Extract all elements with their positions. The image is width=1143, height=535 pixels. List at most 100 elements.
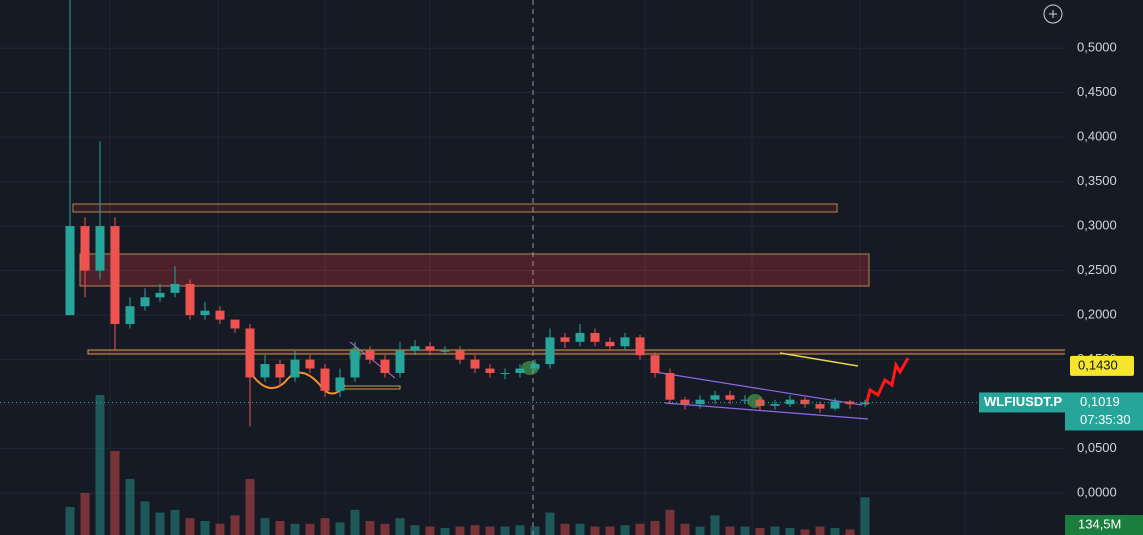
candle-body bbox=[440, 350, 450, 352]
candle-body bbox=[800, 399, 810, 405]
line-price-tag bbox=[1070, 355, 1134, 376]
volume-bar bbox=[365, 520, 375, 535]
candle-body bbox=[275, 364, 285, 378]
candle-body bbox=[215, 310, 225, 320]
candle-body bbox=[560, 337, 570, 342]
candle-body bbox=[470, 359, 480, 369]
candle-body bbox=[695, 399, 705, 405]
volume-bar bbox=[185, 518, 195, 535]
candle-body bbox=[365, 350, 375, 360]
volume-bar bbox=[710, 515, 720, 535]
y-tick-label: 0,4500 bbox=[1077, 84, 1117, 99]
volume-bar bbox=[200, 520, 210, 535]
pattern bbox=[249, 371, 346, 395]
candle-body bbox=[290, 359, 300, 378]
candle-body bbox=[515, 368, 525, 373]
volume-bar bbox=[740, 526, 750, 535]
zone bbox=[79, 253, 870, 287]
candle-body bbox=[95, 226, 105, 271]
volume-bar bbox=[860, 497, 870, 535]
volume-bar bbox=[695, 526, 705, 535]
volume-bar bbox=[605, 526, 615, 535]
volume-bar bbox=[530, 526, 540, 535]
volume-bar bbox=[425, 526, 435, 535]
candle-body bbox=[410, 346, 420, 351]
volume-bar bbox=[755, 527, 765, 535]
candle-body bbox=[845, 401, 855, 405]
candle-body bbox=[725, 395, 735, 400]
symbol-label: WLFIUSDT.P bbox=[984, 394, 1062, 409]
level bbox=[87, 349, 1069, 355]
volume-bar bbox=[545, 512, 555, 535]
candle-body bbox=[785, 399, 795, 405]
candle-body bbox=[500, 372, 510, 374]
volume-bar bbox=[575, 523, 585, 535]
volume-bar bbox=[275, 520, 285, 535]
candle-body bbox=[350, 350, 360, 378]
candle-body bbox=[650, 355, 660, 373]
volume-bar bbox=[140, 501, 150, 535]
candle-body bbox=[545, 337, 555, 365]
candle-body bbox=[815, 404, 825, 409]
y-tick-label: 0,2500 bbox=[1077, 262, 1117, 277]
volume-bar bbox=[245, 478, 255, 535]
volume-bar bbox=[215, 523, 225, 535]
volume-bar bbox=[335, 522, 345, 535]
trendline bbox=[654, 371, 863, 406]
volume-bar bbox=[125, 478, 135, 535]
volume-bar bbox=[155, 512, 165, 535]
countdown-label: 07:35:30 bbox=[1080, 412, 1131, 427]
candle-body bbox=[335, 377, 345, 391]
volume-bar bbox=[320, 518, 330, 535]
volume-bar bbox=[590, 526, 600, 535]
candle-body bbox=[485, 368, 495, 373]
candle-body bbox=[320, 368, 330, 391]
candle-body bbox=[710, 395, 720, 400]
volume-bar bbox=[230, 515, 240, 535]
candle-body bbox=[200, 310, 210, 316]
candle-body bbox=[155, 292, 165, 298]
volume-bar bbox=[770, 526, 780, 535]
volume-bar bbox=[65, 506, 75, 535]
volume-bar bbox=[620, 525, 630, 535]
zone bbox=[72, 203, 838, 213]
volume-bar bbox=[380, 523, 390, 535]
candle-body bbox=[110, 226, 120, 325]
candle-body bbox=[245, 328, 255, 378]
volume-bar bbox=[830, 527, 840, 535]
candle-body bbox=[230, 319, 240, 329]
candle-body bbox=[665, 372, 675, 400]
symbol-tag bbox=[979, 392, 1065, 413]
volume-bar bbox=[515, 525, 525, 535]
volume-bar bbox=[560, 523, 570, 535]
candle-body bbox=[620, 337, 630, 347]
volume-label: 134,5M bbox=[1078, 516, 1121, 531]
candle-body bbox=[305, 359, 315, 369]
volume-bar bbox=[110, 450, 120, 535]
y-tick-label: 0,4000 bbox=[1077, 129, 1117, 144]
y-tick-label: 0,2000 bbox=[1077, 307, 1117, 322]
y-tick-label: 0,3500 bbox=[1077, 173, 1117, 188]
last-price-label: 0,1019 bbox=[1080, 394, 1120, 409]
volume-bar bbox=[170, 509, 180, 535]
add-icon bbox=[1049, 10, 1057, 18]
candle-body bbox=[455, 350, 465, 360]
volume-bar bbox=[500, 526, 510, 535]
vertical-grid bbox=[109, 0, 966, 535]
volume-bar bbox=[455, 526, 465, 535]
y-tick-label: 0,0500 bbox=[1077, 440, 1117, 455]
volume-tag bbox=[1065, 515, 1143, 535]
volume-bar bbox=[80, 492, 90, 535]
candle-body bbox=[125, 306, 135, 325]
candle-body bbox=[605, 341, 615, 347]
candle-body bbox=[425, 346, 435, 351]
projection bbox=[864, 357, 910, 406]
candle-body bbox=[140, 297, 150, 307]
candle-body bbox=[680, 399, 690, 405]
line-price-label: 0,1430 bbox=[1078, 357, 1118, 372]
add-button[interactable] bbox=[1043, 4, 1063, 24]
volume-bar bbox=[485, 526, 495, 535]
volume-bar bbox=[635, 523, 645, 535]
